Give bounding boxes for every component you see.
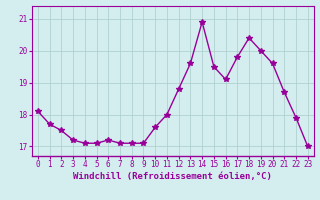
X-axis label: Windchill (Refroidissement éolien,°C): Windchill (Refroidissement éolien,°C) [73, 172, 272, 181]
